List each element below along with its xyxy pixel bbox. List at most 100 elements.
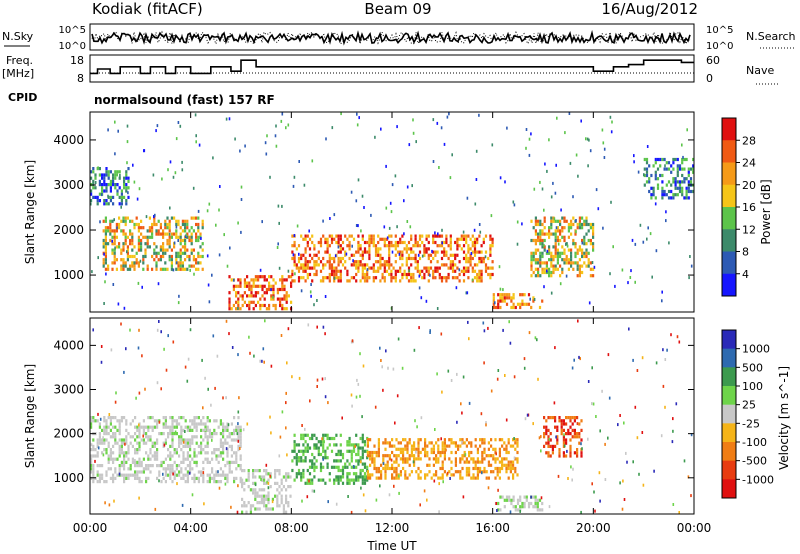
heatmap-cell [554, 346, 556, 350]
heatmap-cell [228, 117, 231, 121]
heatmap-cell [98, 435, 101, 439]
heatmap-cell [447, 256, 450, 261]
heatmap-cell [117, 302, 120, 306]
heatmap-cell [184, 419, 187, 423]
heatmap-cell [115, 222, 118, 227]
heatmap-cell [114, 470, 117, 474]
heatmap-cell [539, 261, 542, 265]
heatmap-cell [525, 146, 527, 150]
heatmap-cell [272, 303, 275, 308]
heatmap-cell [683, 167, 686, 171]
heatmap-cell [108, 503, 111, 507]
heatmap-cell [112, 179, 115, 183]
heatmap-cell [497, 299, 500, 303]
heatmap-cell [145, 215, 148, 219]
heatmap-cell [544, 162, 546, 166]
heatmap-cell [678, 189, 682, 194]
heatmap-cell [309, 290, 312, 294]
heatmap-cell [289, 485, 292, 489]
heatmap-cell [202, 422, 205, 426]
heatmap-cell [156, 454, 159, 458]
heatmap-cell [324, 377, 326, 381]
heatmap-cell [339, 276, 342, 280]
heatmap-cell [350, 452, 353, 457]
heatmap-cell [363, 472, 367, 476]
heatmap-cell [165, 368, 168, 372]
heatmap-cell [300, 266, 303, 270]
heatmap-cell [384, 476, 387, 480]
heatmap-cell [512, 476, 515, 480]
heatmap-cell [206, 416, 209, 420]
heatmap-cell [280, 501, 283, 505]
heatmap-cell [461, 411, 463, 415]
heatmap-cell [390, 272, 393, 277]
heatmap-cell [337, 449, 340, 453]
heatmap-cell [414, 244, 417, 248]
heatmap-cell [572, 467, 574, 471]
heatmap-cell [687, 180, 690, 184]
heatmap-cell [174, 171, 177, 175]
heatmap-cell [245, 504, 248, 508]
heatmap-cell [501, 495, 504, 499]
heatmap-cell [200, 419, 203, 423]
heatmap-cell [226, 480, 229, 484]
heatmap-cell [228, 467, 231, 471]
heatmap-cell [406, 444, 409, 448]
heatmap-cell [577, 319, 579, 323]
heatmap-cell [445, 234, 448, 238]
heatmap-cell [237, 221, 239, 225]
heatmap-cell [195, 238, 198, 243]
heatmap-cell [363, 440, 367, 444]
heatmap-cell [344, 250, 347, 254]
heatmap-cell [179, 251, 182, 255]
heatmap-cell [436, 307, 439, 310]
heatmap-cell [145, 432, 148, 436]
heatmap-cell [510, 299, 513, 303]
heatmap-cell [248, 307, 251, 311]
heatmap-cell [142, 428, 145, 432]
heatmap-cell [516, 450, 519, 455]
heatmap-cell [408, 463, 411, 467]
heatmap-cell [481, 454, 484, 458]
heatmap-cell [179, 235, 182, 239]
heatmap-cell [472, 476, 475, 480]
heatmap-cell [547, 451, 550, 455]
heatmap-cell [243, 284, 246, 288]
heatmap-cell [243, 281, 246, 285]
heatmap-cell [448, 112, 450, 116]
heatmap-cell [350, 393, 353, 397]
heatmap-cell [344, 253, 347, 257]
heatmap-cell [483, 447, 486, 451]
heatmap-cell [461, 466, 464, 471]
heatmap-cell [476, 457, 479, 461]
heatmap-cell [549, 444, 552, 448]
heatmap-cell [670, 196, 673, 200]
heatmap-cell [568, 112, 571, 115]
heatmap-cell [142, 226, 145, 230]
heatmap-cell [399, 266, 402, 270]
heatmap-cell [168, 258, 171, 262]
heatmap-cell [519, 305, 522, 310]
heatmap-cell [222, 470, 225, 474]
heatmap-cell [292, 253, 295, 257]
heatmap-cell [328, 244, 331, 248]
heatmap-cell [350, 478, 353, 482]
heatmap-cell [195, 267, 198, 271]
heatmap-cell [333, 459, 336, 463]
heatmap-cell [319, 237, 323, 241]
heatmap-cell [328, 272, 331, 277]
colorbar-tick-label: 1000 [742, 343, 770, 356]
heatmap-cell [222, 451, 225, 455]
colorbar-swatch [722, 460, 736, 480]
heatmap-cell [278, 491, 281, 495]
heatmap-cell [523, 501, 526, 506]
heatmap-cell [142, 467, 145, 471]
heatmap-cell [319, 269, 323, 273]
heatmap-cell [228, 307, 231, 311]
heatmap-cell [260, 478, 263, 482]
heatmap-cell [131, 457, 134, 461]
heatmap-cell [105, 173, 108, 177]
heatmap-cell [509, 466, 512, 471]
heatmap-cell [179, 258, 182, 262]
heatmap-cell [369, 457, 372, 461]
